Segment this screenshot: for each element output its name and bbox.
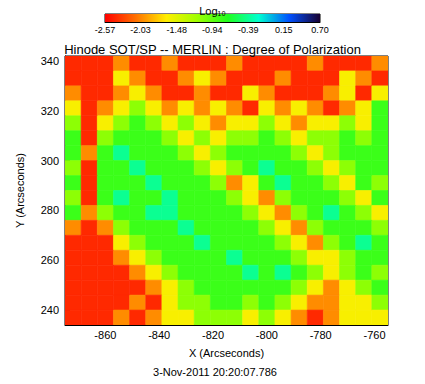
svg-text:-780: -780 [310, 329, 332, 341]
svg-text:-0.94: -0.94 [202, 25, 223, 35]
svg-text:320: 320 [41, 105, 59, 117]
svg-text:-840: -840 [148, 329, 170, 341]
svg-text:3-Nov-2011 20:20:07.786: 3-Nov-2011 20:20:07.786 [153, 366, 277, 378]
svg-text:340: 340 [41, 55, 59, 67]
svg-text:Hinode SOT/SP -- MERLIN : Degr: Hinode SOT/SP -- MERLIN : Degree of Pola… [64, 42, 361, 57]
svg-text:-800: -800 [256, 329, 278, 341]
svg-text:0.70: 0.70 [311, 25, 329, 35]
svg-text:-760: -760 [364, 329, 386, 341]
svg-text:Log₁₀: Log₁₀ [199, 5, 226, 17]
svg-text:-0.39: -0.39 [238, 25, 259, 35]
svg-text:-1.48: -1.48 [166, 25, 187, 35]
svg-text:300: 300 [41, 155, 59, 167]
svg-text:280: 280 [41, 204, 59, 216]
svg-text:-820: -820 [202, 329, 224, 341]
svg-text:240: 240 [41, 304, 59, 316]
svg-text:-2.57: -2.57 [95, 25, 116, 35]
svg-text:X (Arcseconds): X (Arcseconds) [189, 347, 264, 359]
svg-text:-860: -860 [94, 329, 116, 341]
svg-text:-2.03: -2.03 [130, 25, 151, 35]
svg-text:260: 260 [41, 254, 59, 266]
svg-text:Y (Arcseconds): Y (Arcseconds) [14, 153, 26, 228]
svg-text:0.15: 0.15 [275, 25, 293, 35]
